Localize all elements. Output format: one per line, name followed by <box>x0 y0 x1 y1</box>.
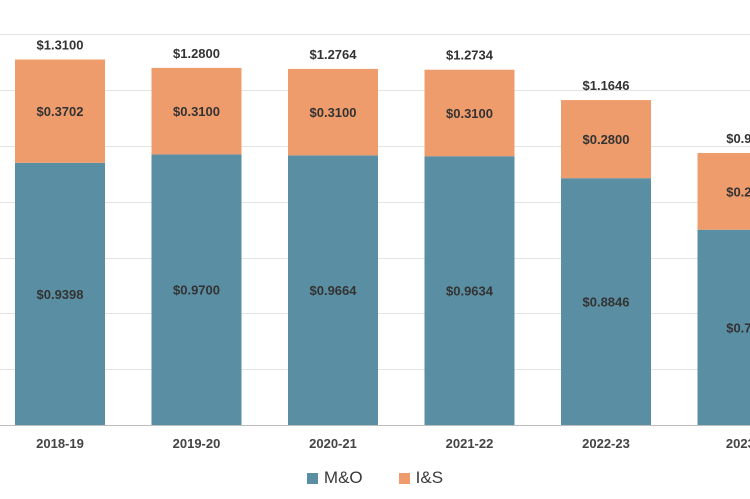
legend: M&O I&S <box>0 468 750 488</box>
total-label: $1.2764 <box>310 47 358 62</box>
x-tick-label: 2023- <box>726 436 750 451</box>
data-label: $0.3100 <box>173 104 220 119</box>
data-label: $0.9700 <box>173 283 220 298</box>
data-label: $0.9634 <box>446 284 494 299</box>
bar-segment-m-o <box>151 154 242 425</box>
bar-segment-m-o <box>697 229 750 425</box>
total-label: $0.97 <box>726 131 750 146</box>
total-label: $1.1646 <box>583 78 630 93</box>
legend-swatch-i-s <box>398 472 410 484</box>
bar-segment-m-o <box>15 162 105 425</box>
legend-item-m-o: M&O <box>306 468 363 488</box>
legend-label-m-o: M&O <box>323 468 363 487</box>
legend-label-i-s: I&S <box>415 468 444 487</box>
legend-item-i-s: I&S <box>398 468 444 488</box>
data-label: $0.3702 <box>37 104 84 119</box>
bar-segment-i-s <box>561 100 651 179</box>
x-tick-label: 2020-21 <box>309 436 357 451</box>
data-label: $0.27 <box>726 184 750 199</box>
x-tick-label: 2019-20 <box>173 436 221 451</box>
data-label: $0.3100 <box>446 106 493 121</box>
data-label: $0.8846 <box>583 295 630 310</box>
total-label: $1.2800 <box>173 46 220 61</box>
bar-segment-i-s <box>15 59 105 163</box>
x-tick-label: 2021-22 <box>446 436 494 451</box>
data-label: $0.70 <box>726 320 750 335</box>
bar-segment-i-s <box>288 68 378 156</box>
data-label: $0.9664 <box>310 283 358 298</box>
bar-segment-m-o <box>561 178 651 425</box>
bar-segment-i-s <box>697 152 750 230</box>
x-tick-label: 2018-19 <box>36 436 84 451</box>
data-label: $0.2800 <box>583 132 630 147</box>
total-label: $1.2734 <box>446 48 494 63</box>
bar-segment-i-s <box>424 69 515 157</box>
x-tick-label: 2022-23 <box>582 436 630 451</box>
legend-swatch-m-o <box>306 472 318 484</box>
data-label: $0.3100 <box>310 105 357 120</box>
data-label: $0.9398 <box>37 287 84 302</box>
bar-segment-m-o <box>424 156 515 425</box>
total-label: $1.3100 <box>37 38 84 53</box>
bar-segment-i-s <box>151 67 242 155</box>
bar-segment-m-o <box>288 155 378 426</box>
